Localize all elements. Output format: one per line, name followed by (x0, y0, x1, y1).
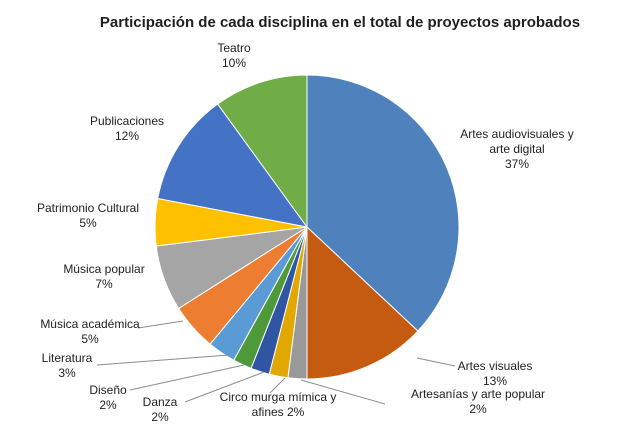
leader-line (184, 371, 265, 403)
slice-label-line: 5% (81, 332, 99, 346)
pie-slice (157, 103, 309, 228)
slice-label: Circo murga mímica y afines 2% (220, 390, 337, 419)
slice-label: Patrimonio Cultural 5% (37, 201, 139, 230)
slice-label: Artesanías y arte popular 2% (411, 387, 545, 416)
slice-label: Diseño 2% (89, 383, 127, 412)
slice-label-line: Diseño (89, 383, 127, 397)
slice-label: Danza 2% (143, 395, 178, 424)
slice-label-line: Publicaciones (90, 114, 164, 128)
leader-line (416, 357, 456, 367)
slice-label: Artes audiovisuales y arte digital 37% (460, 127, 573, 171)
leader-line (96, 354, 230, 366)
pie-slice (216, 74, 308, 229)
slice-label-line: 13% (483, 374, 507, 388)
slice-label: Literatura 3% (42, 351, 93, 380)
leader-lines (96, 320, 456, 405)
chart-title: Participación de cada disciplina en el t… (100, 14, 580, 31)
slice-label-line: afines 2% (252, 405, 305, 419)
slice-label-line: Circo murga mímica y (220, 390, 337, 404)
slice-label-line: Artes audiovisuales y (460, 127, 573, 141)
slice-label-line: 2% (469, 402, 487, 416)
slice-label-line: Artes visuales (458, 359, 533, 373)
pie-slices (154, 74, 460, 380)
slice-label-line: 37% (505, 157, 529, 171)
slice-label: Música académica 5% (40, 317, 140, 346)
slice-label: Artes visuales 13% (458, 359, 533, 388)
leader-line (300, 379, 386, 405)
slice-label-line: 5% (79, 216, 97, 230)
slice-label-line: 12% (115, 129, 139, 143)
slice-label: Publicaciones 12% (90, 114, 164, 143)
pie-slice (306, 225, 419, 380)
leader-line (269, 377, 286, 394)
slice-label-line: Literatura (42, 351, 93, 365)
slice-label-line: Teatro (217, 41, 251, 55)
slice-label-line: 3% (58, 366, 76, 380)
slice-label-line: arte digital (489, 142, 544, 156)
slice-label-line: Danza (143, 395, 178, 409)
slice-labels: Artes audiovisuales y arte digital 37%Arte… (37, 41, 574, 424)
leader-line (129, 364, 245, 391)
slice-label-line: Música popular (63, 262, 144, 276)
slice-label-line: 10% (222, 56, 246, 70)
slice-label-line: 7% (95, 277, 113, 291)
slice-label: Música popular 7% (63, 262, 144, 291)
slice-label-line: Música académica (40, 317, 140, 331)
slice-label-line: 2% (151, 410, 169, 424)
slice-label-line: 2% (99, 398, 117, 412)
leader-line (137, 320, 184, 329)
slice-label-line: Patrimonio Cultural (37, 201, 139, 215)
slice-label: Teatro 10% (217, 41, 251, 70)
slice-label-line: Artesanías y arte popular (411, 387, 545, 401)
pie-slice (306, 74, 460, 332)
